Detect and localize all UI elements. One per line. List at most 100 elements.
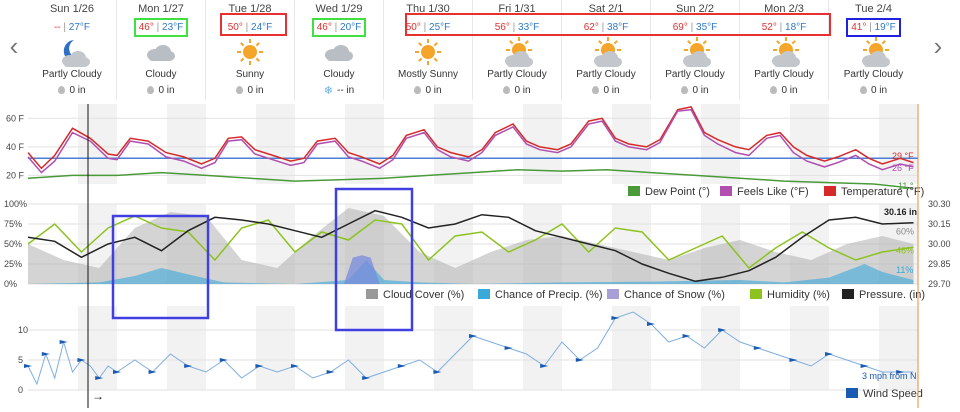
rain-drop-icon: [236, 86, 244, 94]
day-name: Fri 1/31: [498, 3, 536, 15]
legend-dew: Dew Point (°): [645, 186, 710, 198]
day-name: Tue 2/4: [855, 3, 892, 15]
rain-drop-icon: [770, 86, 778, 94]
high-temp: 41°: [851, 22, 867, 33]
sun-cloud-icon: [766, 37, 802, 67]
chevron-right-icon[interactable]: ›: [933, 30, 943, 61]
condition-label: Sunny: [235, 69, 265, 80]
night-band: [167, 306, 206, 390]
low-temp: 35°F: [696, 22, 718, 33]
series-line-dew-point-: [27, 168, 914, 190]
legend-temp: Temperature (°F): [841, 186, 924, 198]
wind-direction-arrow: [647, 322, 655, 326]
wind-direction-arrow: [362, 376, 371, 380]
y-tick-right-label: 30.15: [928, 219, 951, 229]
day-column[interactable]: Sun 1/26 -- | 27°F Partly Cloudy 0 in: [28, 0, 117, 100]
wind-direction-arrow: [433, 370, 442, 374]
y-tick-label: 25%: [4, 259, 22, 269]
y-tick-label: 75%: [4, 219, 22, 229]
night-band: [701, 104, 740, 184]
high-temp: 46°: [316, 22, 332, 33]
precip-value: 0 in: [425, 84, 442, 96]
legend-pressure: Pressure. (in): [859, 289, 925, 301]
high-temp: 56°: [494, 22, 510, 33]
temp-range: 41° | 19°F: [846, 18, 901, 37]
precip-amount: 0 in: [206, 84, 294, 96]
legend-swatch-precip: [478, 289, 490, 299]
day-column[interactable]: Wed 1/29 46° | 20°F Cloudy ❄ -- in: [295, 0, 384, 100]
high-temp: 69°: [672, 22, 688, 33]
day-column[interactable]: Tue 2/4 41° | 19°F Partly Cloudy 0 in: [829, 0, 918, 100]
snow-area: [343, 255, 380, 284]
precip-amount: 0 in: [384, 84, 472, 96]
temp-range: 69° | 35°F: [672, 22, 718, 33]
cloud-end-label: 60%: [896, 226, 914, 236]
night-band: [523, 104, 562, 184]
chevron-left-icon[interactable]: ‹: [9, 30, 19, 61]
condition-label: Partly Cloudy: [843, 69, 904, 80]
precip-amount: 0 in: [562, 84, 650, 96]
day-column[interactable]: Mon 2/3 52° | 18°F Partly Cloudy 0 in: [740, 0, 829, 100]
arrow-right-icon: →: [92, 389, 104, 403]
legend-swatch-temp: [824, 186, 836, 196]
legend-wind: Wind Speed: [863, 388, 923, 400]
legend-swatch-cloud: [366, 289, 378, 299]
legend-humidity: Humidity (%): [767, 289, 830, 301]
wind-direction-arrow: [291, 364, 299, 368]
legend-precip: Chance of Precip. (%): [495, 289, 603, 301]
temp-end-label: 29 °F: [892, 151, 914, 161]
day-column[interactable]: Fri 1/31 56° | 33°F Partly Cloudy 0 in: [473, 0, 562, 100]
precip-value: 0 in: [603, 84, 620, 96]
wind-direction-arrow: [825, 352, 833, 356]
day-column[interactable]: Tue 1/28 50° | 24°F Sunny 0 in: [206, 0, 295, 100]
day-name: Mon 2/3: [764, 3, 804, 15]
high-temp: 50°: [227, 22, 243, 33]
precip-amount: 0 in: [829, 84, 918, 96]
y-tick-right-label: 29.70: [928, 279, 951, 289]
low-temp: 38°F: [607, 22, 629, 33]
cloud-icon: [143, 37, 179, 67]
wind-direction-arrow: [113, 370, 121, 374]
highlight-box-thu-mon: [405, 13, 831, 36]
dew-end-label: 11 °: [898, 181, 914, 191]
highlight-box-mon: [111, 214, 210, 320]
sun-cloud-icon: [499, 37, 535, 67]
night-band: [701, 306, 740, 390]
feels-end-label: 26 °F: [892, 163, 914, 173]
day-name: Tue 1/28: [228, 3, 272, 15]
day-column[interactable]: Sat 2/1 62° | 38°F Partly Cloudy 0 in: [562, 0, 651, 100]
legend-snow: Chance of Snow (%): [624, 289, 725, 301]
night-band: [879, 306, 918, 390]
sun-icon: [410, 37, 446, 67]
day-name: Sun 2/2: [676, 3, 714, 15]
precip-amount: 0 in: [473, 84, 561, 96]
wind-direction-arrow: [896, 370, 905, 374]
low-temp: 33°F: [518, 22, 540, 33]
series-line-feels-like-f-: [27, 108, 914, 174]
night-band: [523, 306, 562, 390]
condition-label: Partly Cloudy: [487, 69, 547, 80]
wind-direction-arrow: [397, 364, 406, 368]
day-name: Sat 2/1: [588, 3, 624, 15]
rain-drop-icon: [681, 86, 689, 94]
wind-direction-arrow: [59, 340, 68, 344]
rain-drop-icon: [147, 86, 155, 94]
low-temp: 19°F: [874, 22, 896, 33]
y-tick-right-label: 30.00: [928, 239, 951, 249]
night-band: [345, 104, 384, 184]
legend-swatch-snow: [607, 289, 619, 299]
sun-cloud-icon: [588, 37, 624, 67]
temp-range: 62° | 38°F: [583, 22, 629, 33]
day-column[interactable]: Thu 1/30 50° | 25°F Mostly Sunny 0 in: [384, 0, 473, 100]
wind-direction-arrow: [219, 358, 228, 362]
precip-value: 0 in: [514, 84, 531, 96]
day-column[interactable]: Mon 1/27 46° | 23°F Cloudy 0 in: [117, 0, 206, 100]
y-tick-label: 20 F: [6, 170, 25, 180]
rain-drop-icon: [414, 86, 422, 94]
temp-range: 50° | 24°F: [227, 22, 273, 33]
wind-direction-arrow: [575, 358, 584, 362]
wind-direction-arrow: [255, 364, 264, 368]
day-column[interactable]: Sun 2/2 69° | 35°F Partly Cloudy 0 in: [651, 0, 740, 100]
high-temp: 52°: [761, 22, 777, 33]
night-band: [256, 104, 295, 184]
